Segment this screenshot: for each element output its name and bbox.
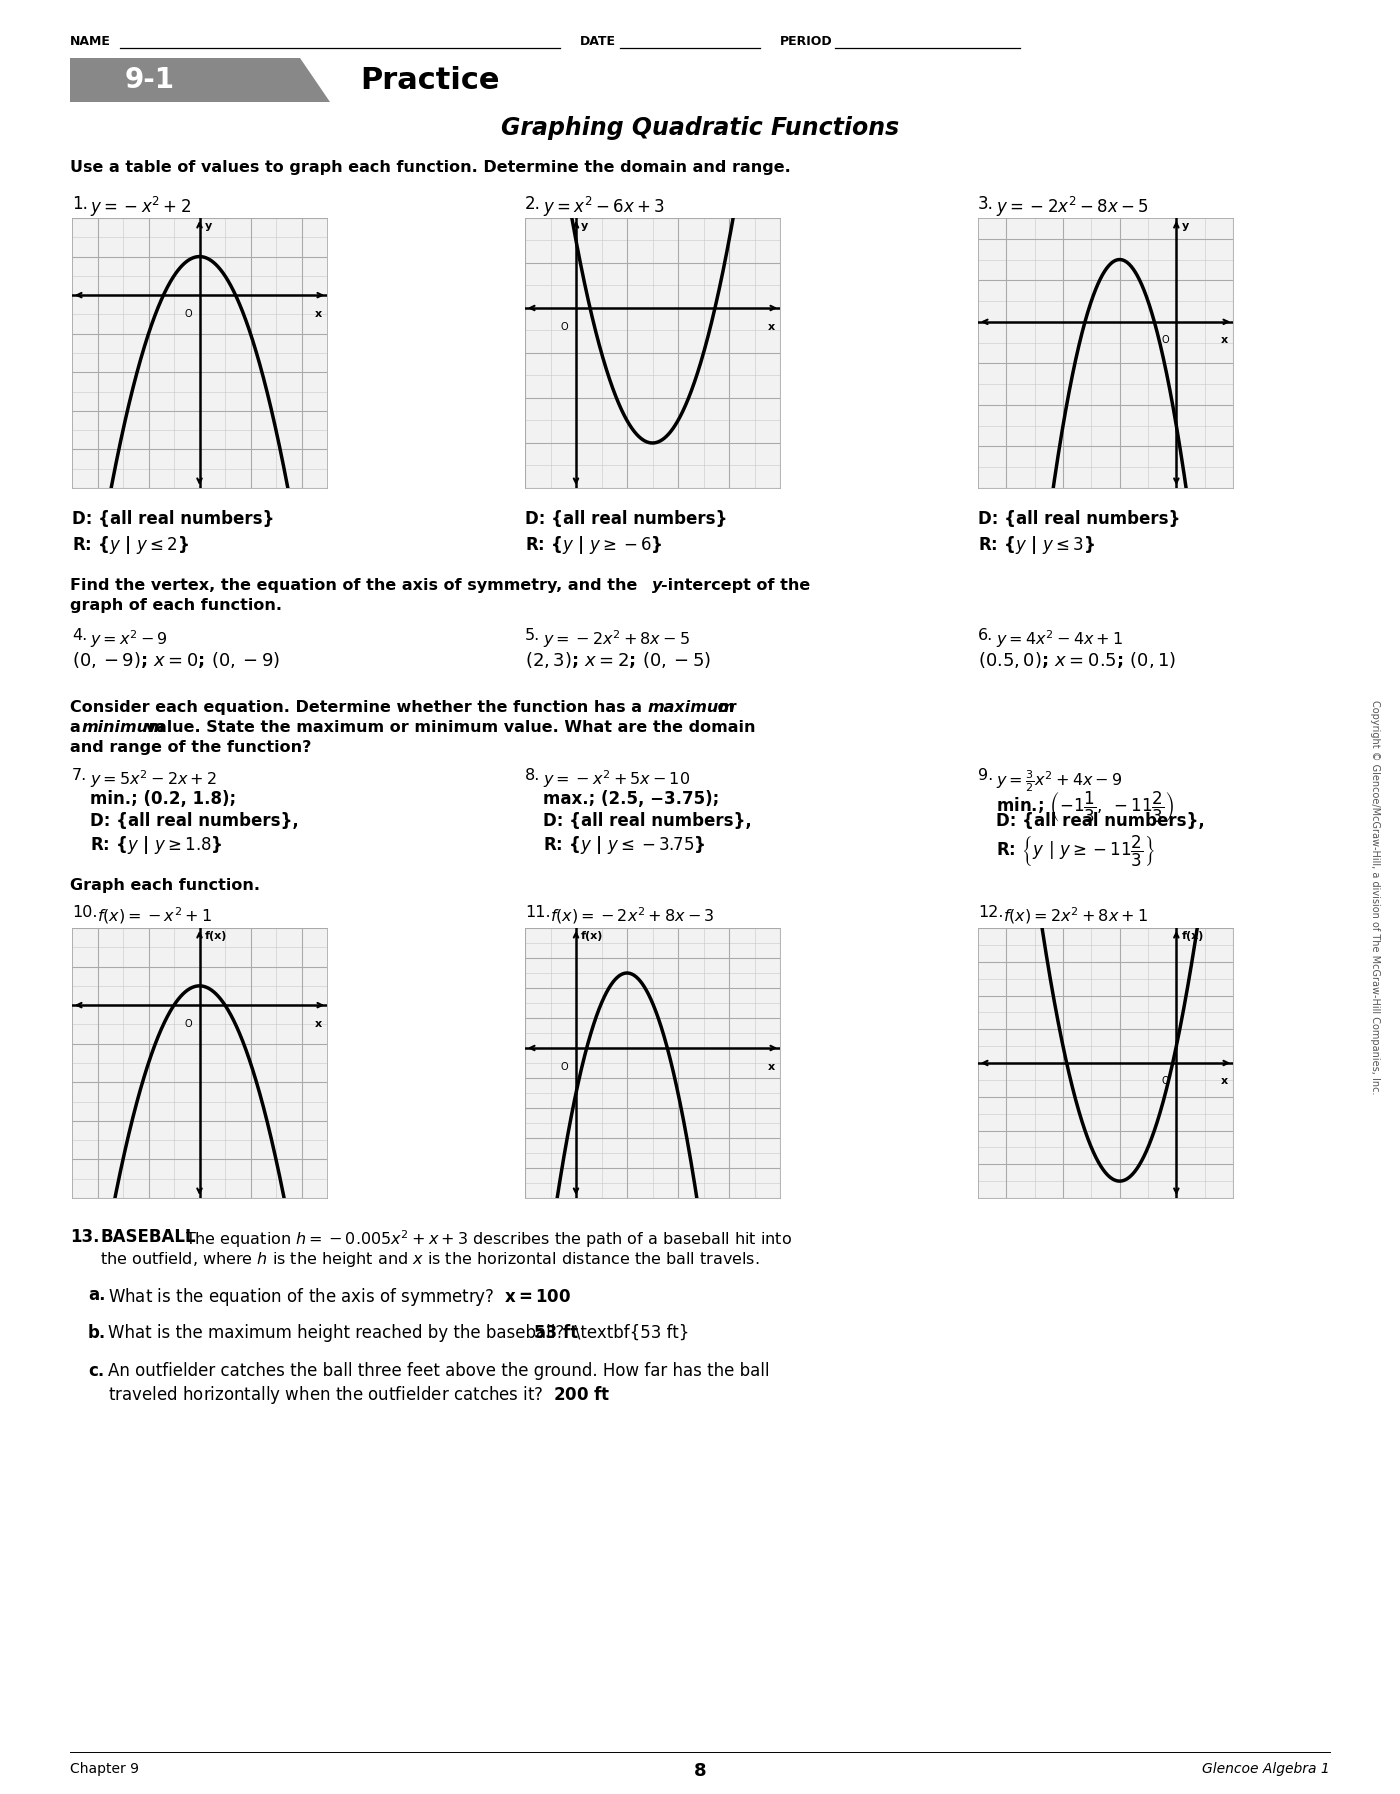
Text: R: $\left\{y\ |\ y \geq -11\dfrac{2}{3}\right\}$: R: $\left\{y\ |\ y \geq -11\dfrac{2}{3}\… [995,834,1155,870]
Text: 2.: 2. [525,196,540,213]
Text: 9.: 9. [979,768,993,782]
Text: y: y [581,221,588,231]
Text: $(0.5, 0)$; $x = 0.5$; $(0, 1)$: $(0.5, 0)$; $x = 0.5$; $(0, 1)$ [979,649,1176,669]
Text: Graphing Quadratic Functions: Graphing Quadratic Functions [501,117,899,140]
Text: O: O [185,309,192,319]
Text: $(0, -9)$; $x = 0$; $(0, -9)$: $(0, -9)$; $x = 0$; $(0, -9)$ [71,649,280,669]
Text: O: O [185,1019,192,1028]
Text: PERIOD: PERIOD [780,36,833,48]
Text: An outfielder catches the ball three feet above the ground. How far has the ball: An outfielder catches the ball three fee… [108,1362,770,1380]
Text: Graph each function.: Graph each function. [70,877,260,893]
Text: NAME: NAME [70,36,111,48]
Text: Copyright © Glencoe/McGraw-Hill, a division of The McGraw-Hill Companies, Inc.: Copyright © Glencoe/McGraw-Hill, a divis… [1371,700,1380,1094]
Text: b.: b. [88,1324,106,1342]
Text: O: O [561,321,568,332]
Text: 4.: 4. [71,628,87,642]
Text: $y = 4x^2 - 4x + 1$: $y = 4x^2 - 4x + 1$ [995,628,1123,649]
Text: 53 ft: 53 ft [533,1324,578,1342]
Text: and range of the function?: and range of the function? [70,739,311,755]
Text: a.: a. [88,1286,105,1304]
Polygon shape [70,57,330,102]
Text: x: x [1221,335,1228,346]
Text: 5.: 5. [525,628,540,642]
Text: x: x [767,1062,776,1071]
Text: min.; (0.2, 1.8);: min.; (0.2, 1.8); [90,789,237,807]
Text: $f(x) = 2x^2 + 8x + 1$: $f(x) = 2x^2 + 8x + 1$ [1002,904,1148,926]
Text: 12.: 12. [979,904,1004,920]
Text: 13.: 13. [70,1229,99,1247]
Text: 8.: 8. [525,768,540,782]
Text: $y = 5x^2 - 2x + 2$: $y = 5x^2 - 2x + 2$ [90,768,217,789]
Text: R: {$y$ | $y \leq -3.75$}: R: {$y$ | $y \leq -3.75$} [543,834,706,856]
Text: c.: c. [88,1362,104,1380]
Text: Practice: Practice [360,66,500,95]
Text: f(x): f(x) [204,931,227,940]
Text: Chapter 9: Chapter 9 [70,1762,139,1776]
Text: D: {all real numbers},: D: {all real numbers}, [90,813,298,831]
Text: O: O [561,1062,568,1071]
Text: max.; (2.5, −3.75);: max.; (2.5, −3.75); [543,789,720,807]
Text: R: {$y$ | $y \leq 2$}: R: {$y$ | $y \leq 2$} [71,535,189,556]
Text: O: O [1161,1076,1169,1087]
Text: $y = -x^2 + 5x - 10$: $y = -x^2 + 5x - 10$ [543,768,690,789]
Text: D: {all real numbers}: D: {all real numbers} [71,509,274,527]
Text: Glencoe Algebra 1: Glencoe Algebra 1 [1203,1762,1330,1776]
Text: The equation $h = -0.005x^2 + x + 3$ describes the path of a baseball hit into: The equation $h = -0.005x^2 + x + 3$ des… [185,1229,792,1250]
Text: $y = -x^2 + 2$: $y = -x^2 + 2$ [90,196,190,219]
Text: 9-1: 9-1 [125,66,175,93]
Text: value. State the maximum or minimum value. What are the domain: value. State the maximum or minimum valu… [140,719,756,736]
Text: D: {all real numbers}: D: {all real numbers} [525,509,728,527]
Text: min.; $\left(-1\dfrac{1}{3},\ -11\dfrac{2}{3}\right)$: min.; $\left(-1\dfrac{1}{3},\ -11\dfrac{… [995,789,1175,825]
Text: Use a table of values to graph each function. Determine the domain and range.: Use a table of values to graph each func… [70,160,791,176]
Text: graph of each function.: graph of each function. [70,597,281,614]
Text: 10.: 10. [71,904,98,920]
Text: maximum: maximum [648,700,736,716]
Text: traveled horizontally when the outfielder catches it?  $\mathbf{200\ ft}$: traveled horizontally when the outfielde… [108,1383,610,1406]
Text: R: {$y$ | $y \leq 3$}: R: {$y$ | $y \leq 3$} [979,535,1095,556]
Text: 11.: 11. [525,904,550,920]
Text: 1.: 1. [71,196,88,213]
Text: $y = -2x^2 + 8x - 5$: $y = -2x^2 + 8x - 5$ [543,628,690,649]
Text: $(2, 3)$; $x = 2$; $(0, -5)$: $(2, 3)$; $x = 2$; $(0, -5)$ [525,649,711,669]
Text: Find the vertex, the equation of the axis of symmetry, and the: Find the vertex, the equation of the axi… [70,578,643,594]
Text: minimum: minimum [83,719,165,736]
Text: $y = x^2 - 6x + 3$: $y = x^2 - 6x + 3$ [543,196,665,219]
Text: BASEBALL: BASEBALL [99,1229,196,1247]
Text: R: {$y$ | $y \geq 1.8$}: R: {$y$ | $y \geq 1.8$} [90,834,223,856]
Text: Consider each equation. Determine whether the function has a: Consider each equation. Determine whethe… [70,700,648,716]
Text: 6.: 6. [979,628,993,642]
Text: What is the equation of the axis of symmetry?  $\mathbf{x = 100}$: What is the equation of the axis of symm… [108,1286,571,1308]
Text: R: {$y$ | $y \geq -6$}: R: {$y$ | $y \geq -6$} [525,535,662,556]
Text: 8: 8 [693,1762,707,1780]
Text: $f(x) = -x^2 + 1$: $f(x) = -x^2 + 1$ [97,904,211,926]
Text: f(x): f(x) [1182,931,1204,940]
Text: x: x [315,1019,322,1028]
Text: What is the maximum height reached by the baseball?  \textbf{53 ft}: What is the maximum height reached by th… [108,1324,689,1342]
Text: x: x [767,321,776,332]
Text: O: O [1161,335,1169,346]
Text: f(x): f(x) [581,931,603,940]
Text: x: x [1221,1076,1228,1087]
Text: $y = x^2 - 9$: $y = x^2 - 9$ [90,628,168,649]
Text: or: or [713,700,736,716]
Text: D: {all real numbers},: D: {all real numbers}, [543,813,752,831]
Text: a: a [70,719,87,736]
Text: the outfield, where $h$ is the height and $x$ is the horizontal distance the bal: the outfield, where $h$ is the height an… [99,1250,759,1268]
Text: -intercept of the: -intercept of the [661,578,811,594]
Text: y: y [1182,221,1189,231]
Text: D: {all real numbers}: D: {all real numbers} [979,509,1180,527]
Text: x: x [315,309,322,319]
Text: DATE: DATE [580,36,616,48]
Text: 7.: 7. [71,768,87,782]
Text: 3.: 3. [979,196,994,213]
Text: D: {all real numbers},: D: {all real numbers}, [995,813,1205,831]
Text: y: y [204,221,211,231]
Text: $y = -2x^2 - 8x - 5$: $y = -2x^2 - 8x - 5$ [995,196,1148,219]
Text: y: y [652,578,662,594]
Text: $f(x) = -2x^2 + 8x - 3$: $f(x) = -2x^2 + 8x - 3$ [550,904,714,926]
Text: $y = \frac{3}{2}x^2 + 4x - 9$: $y = \frac{3}{2}x^2 + 4x - 9$ [995,768,1123,793]
